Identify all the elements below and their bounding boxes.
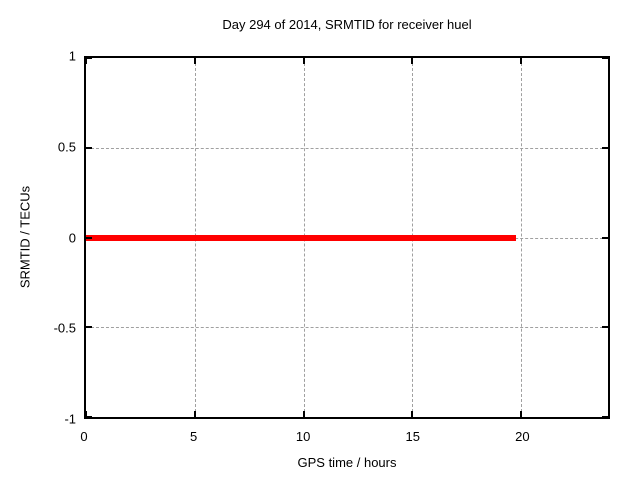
x-tick-mark	[302, 411, 305, 417]
y-tick-mark	[602, 326, 608, 329]
x-tick-mark	[520, 58, 522, 64]
x-tick-mark	[302, 58, 305, 64]
x-tick-mark	[411, 411, 414, 417]
chart-title: Day 294 of 2014, SRMTID for receiver hue…	[222, 17, 472, 32]
x-tick-label: 15	[405, 429, 420, 444]
x-tick-mark	[411, 58, 414, 64]
x-tick-mark	[85, 58, 87, 64]
tick-marks-layer	[85, 57, 608, 418]
y-tick-label: 0.5	[57, 139, 76, 155]
gridline-horizontal	[86, 327, 608, 329]
x-tick-label: 10	[295, 429, 311, 444]
y-tick-mark	[602, 57, 608, 59]
plot-area	[84, 56, 610, 419]
y-tick-mark	[602, 416, 608, 418]
x-tick-mark	[520, 411, 522, 417]
x-tick-mark	[193, 58, 196, 64]
x-tick-label: 0	[80, 429, 88, 444]
y-tick-mark	[86, 326, 92, 329]
y-tick-label: 0	[68, 230, 76, 245]
y-tick-label: -1	[64, 411, 76, 427]
series-layer	[86, 58, 608, 417]
x-tick-mark	[193, 411, 196, 417]
data-series-line	[86, 234, 516, 241]
y-tick-mark	[86, 146, 92, 149]
y-tick-mark	[602, 236, 608, 239]
x-axis-label: GPS time / hours	[297, 455, 397, 470]
y-tick-mark	[86, 57, 92, 59]
x-tick-label: 20	[515, 429, 530, 444]
y-tick-mark	[86, 416, 92, 418]
x-tick-label: 5	[189, 429, 198, 444]
y-tick-mark	[602, 146, 608, 149]
gridline-horizontal	[86, 147, 608, 149]
x-tick-mark	[85, 411, 87, 417]
y-tick-label: 1	[68, 48, 76, 64]
y-tick-mark	[86, 236, 92, 239]
y-tick-label: -0.5	[53, 320, 76, 336]
